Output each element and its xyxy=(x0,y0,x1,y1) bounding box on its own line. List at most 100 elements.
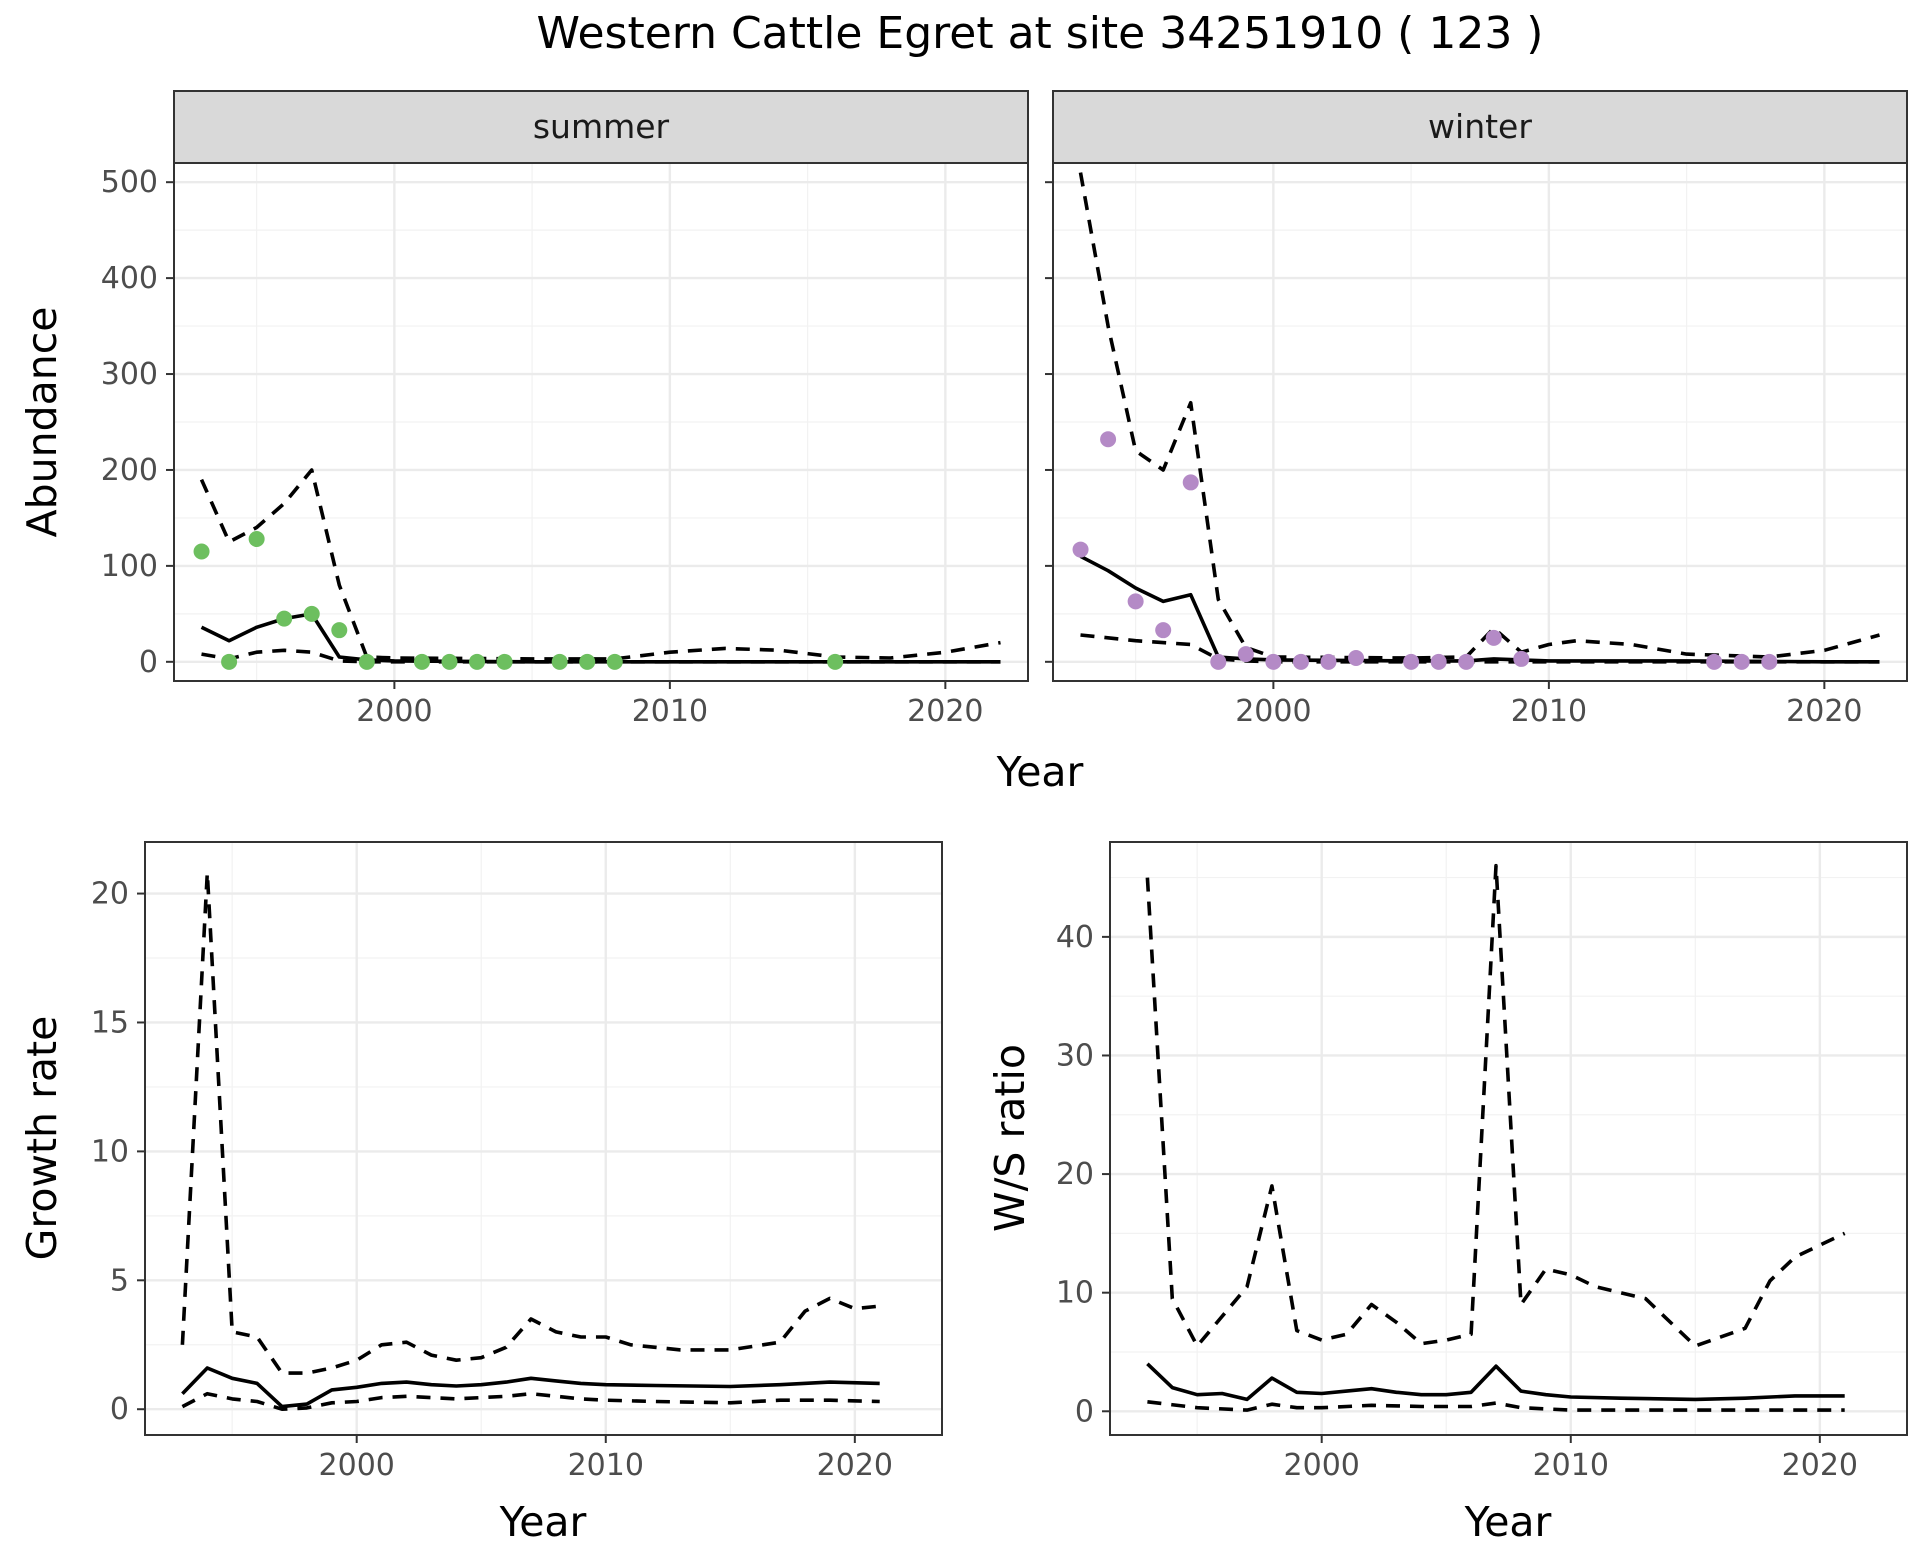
summer-data-point xyxy=(303,605,320,622)
winter-strip-label: winter xyxy=(1428,107,1532,146)
growth-x-tick-label: 2000 xyxy=(319,1448,395,1483)
summer-data-point xyxy=(441,653,458,670)
summer-strip xyxy=(173,90,1029,164)
summer-y-tick-label: 0 xyxy=(139,645,158,680)
winter-data-point xyxy=(1320,653,1337,670)
abundance-x-axis-title: Year xyxy=(996,748,1084,796)
summer-data-point xyxy=(551,653,568,670)
growth-y-tick-label: 15 xyxy=(91,1005,129,1040)
summer-strip-label: summer xyxy=(533,107,670,146)
winter-data-point xyxy=(1182,474,1199,491)
summer-grid xyxy=(174,163,1028,681)
ratio-lower-bound-line xyxy=(1147,1400,1845,1412)
ratio-grid xyxy=(1110,842,1907,1435)
summer-lower-bound-line xyxy=(201,648,1001,664)
summer-data-point xyxy=(606,653,623,670)
winter-axes: 2000 2010 2020 xyxy=(1045,181,1863,729)
summer-marks xyxy=(193,468,1001,670)
summer-x-tick-label: 2000 xyxy=(356,694,432,729)
summer-y-tick-label: 100 xyxy=(101,549,158,584)
winter-data-point xyxy=(1237,646,1254,663)
ratio-y-tick-label: 30 xyxy=(1056,1038,1094,1073)
growth-x-axis-title: Year xyxy=(499,1498,587,1546)
ratio-panel-border xyxy=(1109,841,1908,1436)
summer-data-point xyxy=(413,653,430,670)
summer-data-point xyxy=(193,543,210,560)
panel-winter: winter 2000 2010 2020 xyxy=(1045,90,1908,729)
growth-estimate-line xyxy=(181,1366,880,1409)
summer-data-point xyxy=(276,610,293,627)
growth-marks xyxy=(180,871,880,1411)
summer-data-point xyxy=(827,653,844,670)
ratio-x-tick-label: 2000 xyxy=(1284,1448,1360,1483)
summer-axes: 2000 2010 2020 0 100 200 300 400 500 xyxy=(101,165,984,729)
summer-y-tick-label: 200 xyxy=(101,453,158,488)
ratio-axes: 2000 2010 2020 0 10 20 30 40 xyxy=(1056,920,1858,1483)
growth-lower-bound-line xyxy=(181,1391,880,1411)
growth-grid xyxy=(145,842,942,1435)
winter-marks xyxy=(1072,172,1880,670)
growth-y-tick-label: 10 xyxy=(91,1134,129,1169)
growth-x-tick-label: 2010 xyxy=(568,1448,644,1483)
winter-data-point xyxy=(1348,649,1365,666)
growth-y-tick-label: 0 xyxy=(110,1392,129,1427)
summer-data-point xyxy=(469,653,486,670)
ratio-x-tick-label: 2010 xyxy=(1533,1448,1609,1483)
summer-x-tick-label: 2010 xyxy=(632,694,708,729)
growth-panel-border xyxy=(144,841,943,1436)
winter-data-point xyxy=(1403,653,1420,670)
panel-growth: 2000 2010 2020 0 5 10 15 20 xyxy=(91,841,943,1483)
growth-axes: 2000 2010 2020 0 5 10 15 20 xyxy=(91,877,893,1483)
winter-data-point xyxy=(1485,629,1502,646)
winter-data-point xyxy=(1072,541,1089,558)
winter-data-point xyxy=(1733,653,1750,670)
ratio-panel-bg xyxy=(1110,842,1907,1435)
winter-data-point xyxy=(1155,622,1172,639)
ratio-y-tick-label: 0 xyxy=(1075,1394,1094,1429)
winter-data-point xyxy=(1265,653,1282,670)
growth-panel-bg xyxy=(145,842,942,1435)
summer-x-tick-label: 2020 xyxy=(907,694,983,729)
winter-x-tick-label: 2010 xyxy=(1511,694,1587,729)
winter-x-tick-label: 2000 xyxy=(1235,694,1311,729)
winter-lower-bound-line xyxy=(1080,633,1880,664)
ratio-upper-bound-line xyxy=(1145,863,1846,1348)
growth-y-tick-label: 5 xyxy=(110,1263,129,1298)
winter-data-point xyxy=(1761,653,1778,670)
summer-data-point xyxy=(358,653,375,670)
winter-x-tick-label: 2020 xyxy=(1786,694,1862,729)
winter-data-point xyxy=(1430,653,1447,670)
winter-data-point xyxy=(1513,650,1530,667)
ratio-x-axis-title: Year xyxy=(1464,1498,1552,1546)
panel-ratio: 2000 2010 2020 0 10 20 30 40 xyxy=(1056,841,1908,1483)
figure-title: Western Cattle Egret at site 34251910 ( … xyxy=(537,8,1544,59)
summer-y-tick-label: 400 xyxy=(101,261,158,296)
summer-data-point xyxy=(579,653,596,670)
ratio-y-axis-title: W/S ratio xyxy=(986,1044,1034,1232)
winter-data-point xyxy=(1100,431,1117,448)
summer-data-point xyxy=(331,622,348,639)
summer-data-point xyxy=(248,531,265,548)
summer-upper-bound-line xyxy=(199,468,1001,661)
summer-y-tick-label: 500 xyxy=(101,165,158,200)
winter-data-point xyxy=(1292,653,1309,670)
ratio-x-tick-label: 2020 xyxy=(1782,1448,1858,1483)
panel-summer: summer 2000 2010 2020 0 100 200 300 400 500 xyxy=(101,90,1029,729)
summer-y-tick-label: 300 xyxy=(101,357,158,392)
growth-y-axis-title: Growth rate xyxy=(18,1016,66,1261)
winter-grid xyxy=(1053,163,1907,681)
ratio-y-tick-label: 20 xyxy=(1056,1157,1094,1192)
growth-y-tick-label: 20 xyxy=(91,877,129,912)
abundance-y-axis-title: Abundance xyxy=(18,307,66,538)
ratio-estimate-line xyxy=(1146,1362,1845,1402)
ratio-y-tick-label: 40 xyxy=(1056,920,1094,955)
winter-strip xyxy=(1052,90,1908,164)
ratio-y-tick-label: 10 xyxy=(1056,1276,1094,1311)
growth-x-tick-label: 2020 xyxy=(817,1448,893,1483)
summer-data-point xyxy=(221,653,238,670)
summer-data-point xyxy=(496,653,513,670)
winter-data-point xyxy=(1706,653,1723,670)
winter-data-point xyxy=(1458,653,1475,670)
growth-upper-bound-line xyxy=(180,871,880,1375)
